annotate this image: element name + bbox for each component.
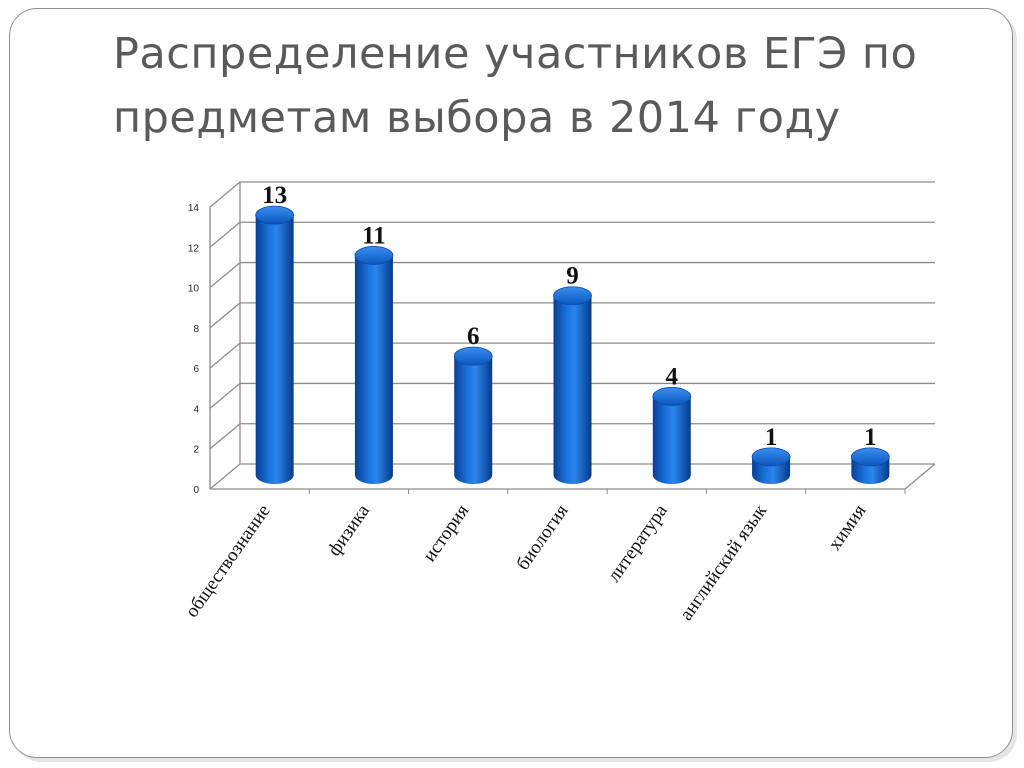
bar-cap-1 xyxy=(354,246,394,265)
y-tick-label: 2 xyxy=(193,445,199,456)
data-label-5: 1 xyxy=(765,424,778,451)
data-label-6: 1 xyxy=(864,424,877,451)
bar-cap-0 xyxy=(255,205,295,225)
slide-title-line-2: предметам выбора в 2014 году xyxy=(113,93,841,143)
x-tick-label-0: обществознание xyxy=(181,501,274,622)
gridline-side-12 xyxy=(209,221,241,248)
gridline-side-4 xyxy=(209,382,241,409)
data-label-0: 13 xyxy=(262,182,287,209)
gridline-side-8 xyxy=(209,302,241,329)
data-label-3: 9 xyxy=(566,263,579,290)
x-tick-label-2: история xyxy=(419,501,473,566)
y-tick-label: 8 xyxy=(193,324,199,335)
data-label-2: 6 xyxy=(467,323,480,350)
bar-3 xyxy=(553,295,592,484)
data-label-4: 4 xyxy=(666,363,679,390)
gridline-side-0 xyxy=(209,463,241,490)
x-tick-label-5: английский язык xyxy=(676,500,772,624)
bar-cap-5 xyxy=(751,447,791,467)
gridline-side-2 xyxy=(209,423,241,450)
gridline-side-14 xyxy=(209,181,241,208)
data-label-1: 11 xyxy=(362,222,386,249)
bar-4 xyxy=(652,396,691,484)
y-tick-label: 14 xyxy=(188,203,200,214)
x-tick-label-6: химия xyxy=(824,501,870,555)
bar-2 xyxy=(454,356,493,484)
gridline-side-6 xyxy=(209,342,241,369)
x-tick-label-3: биология xyxy=(513,501,573,575)
y-tick-label: 0 xyxy=(193,485,199,496)
bar-0 xyxy=(255,215,294,484)
x-tick-label-4: литература xyxy=(603,500,672,586)
bar-cap-4 xyxy=(652,387,692,406)
y-tick-label: 4 xyxy=(193,404,199,415)
slide-title-line-1: Распределение участников ЕГЭ по xyxy=(113,29,918,79)
y-tick-label: 6 xyxy=(193,364,199,375)
bar-1 xyxy=(354,255,393,484)
bar-cap-3 xyxy=(553,286,592,306)
y-tick-label: 12 xyxy=(188,243,200,254)
slide-title: Распределение участников ЕГЭ по предмета… xyxy=(113,22,973,150)
gridline-side-10 xyxy=(209,262,241,289)
bars-layer xyxy=(255,205,890,484)
bar-cap-2 xyxy=(453,346,493,366)
bar-cap-6 xyxy=(850,447,890,467)
floor-right-edge xyxy=(904,463,936,490)
y-tick-label: 10 xyxy=(188,284,200,295)
x-tick-label-1: физика xyxy=(324,500,375,560)
